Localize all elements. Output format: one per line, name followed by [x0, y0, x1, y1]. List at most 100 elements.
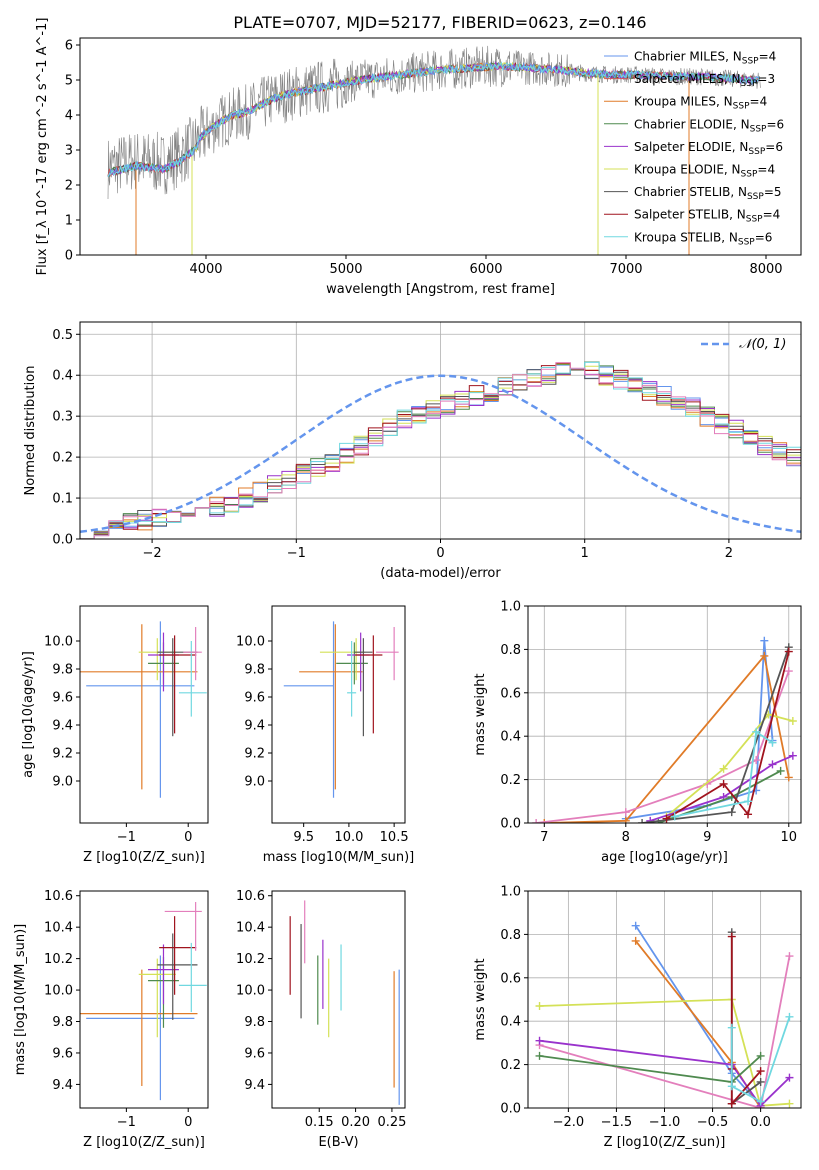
histogram-chabrier-elodie [80, 361, 801, 539]
x-axis-label: age [log10(age/yr)] [601, 850, 728, 865]
y-tick-label: 9.6 [244, 691, 265, 706]
marker-kroupa-miles [784, 773, 793, 782]
line-salpeter-elodie [649, 754, 794, 822]
marker-chabrier-elodie [776, 766, 785, 775]
y-tick-label: 10.6 [236, 889, 265, 904]
x-tick-label: −1 [287, 546, 306, 561]
x-tick-label: −1 [117, 830, 136, 845]
legend-label: Kroupa ELODIE, NSSP=4 [634, 163, 775, 180]
x-tick-label: 9.5 [293, 830, 314, 845]
y-tick-label: 10.2 [236, 952, 265, 967]
y-axis-label: Flux [f_λ 10^-17 erg cm^-2 s^-1 A^-1] [35, 18, 50, 276]
legend-label-subscript: SSP [742, 57, 759, 67]
y-tick-label: 0.6 [500, 971, 521, 986]
y-tick-label: 9.4 [52, 719, 73, 734]
mass-vs-ebv-panel: 0.15 0.20 0.25 9.4 9.6 9.8 10.0 10.2 10.4 10.6 E(B… [236, 889, 406, 1150]
plot-area [528, 891, 801, 1108]
spectrum-panel: 4000 5000 6000 7000 8000 0 1 2 3 4 5 6 wavelength [A… [35, 18, 802, 297]
legend-label-value: =4 [763, 208, 781, 222]
gaussian-curve [80, 374, 801, 534]
marker-chabrier-elodie [756, 1051, 765, 1060]
y-tick-label: 0.2 [500, 1058, 521, 1073]
legend-label-subscript: SSP [733, 102, 750, 112]
x-tick-label: 4000 [189, 262, 222, 277]
legend-label: Salpeter ELODIE, NSSP=6 [634, 140, 783, 157]
legend-label-text: Salpeter STELIB, N [634, 208, 746, 222]
y-tick-label: 1 [65, 214, 73, 229]
x-axis-label: mass [log10(M/M_sun)] [263, 850, 415, 865]
axes-frame [527, 890, 802, 1109]
y-tick-label: 10.4 [236, 921, 265, 936]
line-kroupa-miles [634, 940, 762, 1108]
axes-frame [79, 37, 802, 256]
y-tick-label: 0.4 [52, 369, 73, 384]
y-axis-label: age [log10(age/yr)] [21, 651, 36, 778]
y-tick-label: 0.4 [500, 1015, 521, 1030]
y-tick-label: 9.2 [52, 747, 73, 762]
y-tick-label: 9.2 [244, 747, 265, 762]
y-tick-label: 4 [65, 109, 73, 124]
marker-salpeter-stelib [727, 1099, 736, 1108]
legend-label-subscript: SSP [741, 79, 758, 89]
line-salpeter-elodie [539, 1039, 791, 1108]
x-axis-label: Z [log10(Z/Z_sun)] [604, 1135, 726, 1150]
marker-kroupa-stelib [768, 738, 777, 747]
legend-label: Salpeter MILES, NSSP=3 [634, 72, 775, 89]
marker-pink [784, 667, 793, 676]
x-tick-label: 10.0 [334, 830, 363, 845]
mass-vs-metallicity-panel: −1 0 9.4 9.6 9.8 10.0 10.2 10.4 10.6 Z [log10(Z/Z… [13, 889, 209, 1150]
y-tick-label: 9.8 [52, 1015, 73, 1030]
marker-kroupa-stelib [670, 812, 679, 821]
x-axis-label: E(B-V) [318, 1135, 358, 1150]
legend-label-text: Chabrier MILES, N [634, 50, 742, 64]
x-tick-label: −2.0 [553, 1115, 585, 1130]
y-tick-label: 10.0 [236, 984, 265, 999]
y-tick-label: 9.6 [244, 1046, 265, 1061]
marker-salpeter-elodie [535, 1036, 544, 1045]
marker-kroupa-stelib [785, 1012, 794, 1021]
marker-kroupa-miles [631, 936, 640, 945]
marker-kroupa-miles [621, 816, 630, 823]
marker-salpeter-stelib [719, 779, 728, 788]
marker-kroupa-stelib [744, 797, 753, 806]
line-kroupa-stelib [674, 730, 773, 818]
y-tick-label: 0.0 [52, 533, 73, 548]
plot-area [528, 606, 801, 823]
y-tick-label: 0.2 [500, 773, 521, 788]
y-tick-label: 9.4 [52, 1078, 73, 1093]
marker-pink [785, 952, 794, 961]
y-tick-label: 0.1 [52, 492, 73, 507]
plot-area [289, 900, 400, 1105]
legend-label-value: =6 [755, 230, 773, 244]
plot-area [80, 621, 207, 798]
spectrum-data-line [107, 45, 761, 200]
y-tick-label: 10.6 [44, 889, 73, 904]
marker-kroupa-miles [540, 819, 549, 823]
marker-salpeter-stelib [744, 810, 753, 819]
y-tick-label: 0.0 [500, 817, 521, 832]
legend-label-subscript: SSP [747, 192, 764, 202]
marker-kroupa-stelib [756, 1097, 765, 1106]
legend-label-text: Kroupa STELIB, N [634, 230, 738, 244]
marker-salpeter-elodie [768, 760, 777, 769]
marker-chabrier-stelib [727, 808, 736, 817]
y-tick-label: 9.4 [244, 1078, 265, 1093]
x-tick-label: 0 [184, 1115, 192, 1130]
y-tick-label: 2 [65, 179, 73, 194]
marker-chabrier-stelib [756, 1077, 765, 1086]
mass-weight-vs-metallicity-panel: −2.0 −1.5 −1.0 −0.5 0.0 0.0 0.2 0.4 0.6 0.8 1.0 Z [… [473, 885, 802, 1150]
y-tick-label: 0.8 [500, 928, 521, 943]
legend-label-subscript: SSP [738, 237, 755, 247]
y-tick-label: 3 [65, 144, 73, 159]
plot-area [80, 322, 801, 539]
legend-label-text: Kroupa ELODIE, N [634, 163, 741, 177]
y-tick-label: 0.8 [500, 643, 521, 658]
x-axis-label: Z [log10(Z/Z_sun)] [83, 1135, 205, 1150]
marker-salpeter-elodie [785, 1073, 794, 1082]
legend-label: Kroupa MILES, NSSP=4 [634, 95, 767, 112]
x-axis-label: wavelength [Angstrom, rest frame] [326, 282, 555, 297]
y-tick-label: 0.5 [52, 328, 73, 343]
x-tick-label: 0 [184, 830, 192, 845]
histogram-kroupa-stelib [80, 361, 801, 539]
legend-label: Chabrier ELODIE, NSSP=6 [634, 117, 784, 134]
